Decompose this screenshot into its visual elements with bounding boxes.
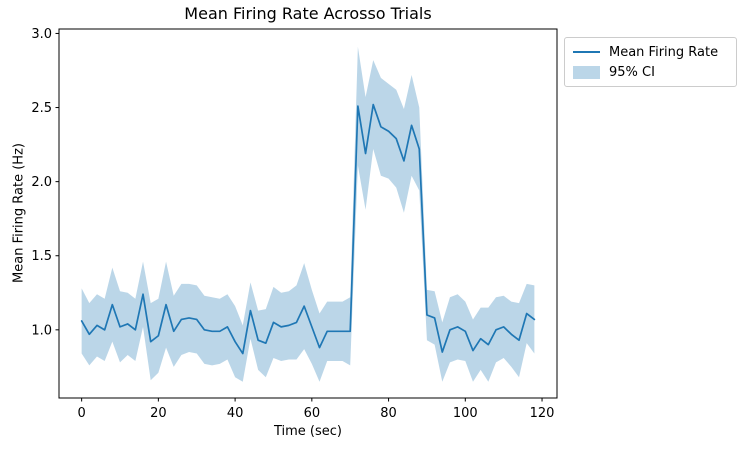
legend-label-ci: 95% CI <box>609 64 655 80</box>
x-tick-label: 40 <box>227 406 244 421</box>
y-tick-label: 1.0 <box>31 323 52 338</box>
x-tick-label: 80 <box>380 406 397 421</box>
x-tick-label: 120 <box>530 406 555 421</box>
x-tick-label: 20 <box>150 406 167 421</box>
y-tick-label: 1.5 <box>31 249 52 264</box>
legend-entry-ci: 95% CI <box>573 62 728 82</box>
x-tick-label: 0 <box>77 406 85 421</box>
y-tick-label: 2.5 <box>31 101 52 116</box>
axes-box <box>58 28 558 399</box>
y-axis-label: Mean Firing Rate (Hz) <box>11 143 27 283</box>
legend-line-swatch-icon <box>573 51 600 53</box>
x-tick-label: 100 <box>453 406 478 421</box>
mean-line <box>80 103 536 355</box>
x-tick-label: 60 <box>304 406 321 421</box>
y-tick-label: 3.0 <box>31 27 52 42</box>
ci-band <box>81 46 535 382</box>
y-tick-label: 2.0 <box>31 175 52 190</box>
legend: Mean Firing Rate 95% CI <box>564 37 737 87</box>
chart-title: Mean Firing Rate Acrosso Trials <box>184 4 432 23</box>
x-axis-label: Time (sec) <box>273 424 342 439</box>
legend-label-mean: Mean Firing Rate <box>609 44 719 60</box>
legend-patch-swatch-icon <box>573 65 600 79</box>
legend-entry-mean-firing-rate: Mean Firing Rate <box>573 42 728 62</box>
